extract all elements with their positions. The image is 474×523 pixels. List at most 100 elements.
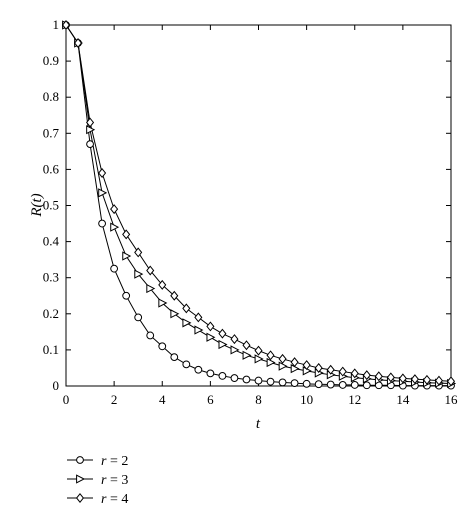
legend-item-r-4: r = 4: [67, 492, 128, 507]
data-point-r-2: [314, 380, 323, 389]
data-point-r-2: [338, 381, 347, 389]
data-point-r-4: [278, 353, 287, 364]
data-point-r-3: [146, 283, 156, 294]
data-point-r-2: [194, 365, 203, 374]
x-tick-label: 10: [300, 392, 313, 407]
data-point-r-4: [98, 168, 107, 179]
data-point-r-4: [434, 375, 444, 386]
data-point-r-4: [362, 370, 371, 381]
y-tick-label: 0.2: [43, 306, 59, 321]
plot-frame: [65, 24, 452, 387]
data-point-r-2: [326, 380, 335, 389]
y-tick-label: 1: [53, 17, 60, 32]
data-point-r-3: [194, 325, 204, 335]
legend: r = 2 r = 3 r = 4: [67, 454, 128, 507]
data-point-r-2: [86, 140, 94, 149]
x-tick-label: 12: [348, 392, 361, 407]
data-point-r-4: [218, 328, 227, 339]
series-line-r-4: [65, 24, 452, 382]
data-point-r-4: [146, 265, 155, 276]
data-point-r-4: [134, 247, 143, 258]
data-point-r-2: [122, 291, 131, 300]
data-point-r-2: [170, 353, 179, 362]
y-tick-label: 0.7: [43, 125, 60, 140]
data-point-r-4: [446, 376, 456, 387]
data-point-r-2: [98, 219, 106, 228]
legend-label: r = 2: [101, 454, 128, 469]
data-point-r-2: [266, 377, 275, 386]
y-axis-label: R(t): [29, 193, 45, 217]
x-axis-label: t: [256, 416, 261, 432]
data-point-r-2: [362, 381, 371, 390]
data-point-r-3: [278, 361, 288, 371]
series-line-r-3: [65, 24, 452, 384]
data-point-r-3: [158, 298, 168, 308]
legend-label: r = 4: [101, 492, 128, 507]
legend-marker: [76, 474, 86, 484]
data-point-r-4: [86, 117, 95, 128]
data-point-r-4: [170, 290, 179, 301]
data-point-r-4: [386, 372, 395, 383]
data-point-r-3: [218, 339, 228, 350]
data-point-r-4: [290, 357, 299, 368]
data-point-r-2: [242, 375, 251, 384]
data-point-r-4: [326, 364, 335, 375]
data-point-r-2: [146, 331, 155, 340]
data-point-r-2: [182, 360, 191, 369]
data-point-r-4: [182, 303, 191, 314]
data-point-r-4: [110, 204, 119, 215]
data-point-r-3: [98, 188, 108, 198]
legend-marker: [75, 493, 85, 503]
data-point-r-3: [230, 345, 240, 355]
data-point-r-3: [86, 125, 96, 135]
data-point-r-4: [206, 321, 215, 332]
x-tick-label: 16: [445, 392, 459, 407]
data-point-r-4: [338, 366, 347, 377]
legend-label: r = 3: [101, 473, 128, 488]
data-point-r-2: [230, 374, 239, 382]
data-point-r-3: [242, 350, 252, 360]
y-tick-label: 0.6: [43, 161, 60, 176]
data-point-r-4: [61, 20, 71, 30]
series-line-r-2: [65, 24, 451, 387]
x-tick-label: 6: [207, 392, 214, 407]
data-point-r-3: [134, 269, 144, 279]
data-point-r-2: [350, 381, 359, 389]
x-tick-label: 0: [63, 392, 70, 407]
data-point-r-4: [194, 312, 203, 323]
data-point-r-3: [170, 309, 180, 319]
data-point-r-2: [278, 378, 287, 387]
legend-item-r-3: r = 3: [67, 473, 128, 488]
data-point-r-3: [254, 354, 264, 364]
plot-area: 0 2 4 6 8 10 12 14 16 0 0.1 0.2 0.3 0.4 0.5 0.6 0.7 0.8 0.…: [43, 17, 458, 407]
data-point-r-4: [242, 340, 251, 351]
data-point-r-2: [110, 264, 119, 273]
data-point-r-3: [122, 251, 132, 261]
x-tick-label: 14: [396, 392, 410, 407]
data-point-r-4: [122, 229, 131, 240]
data-point-r-3: [182, 318, 192, 328]
legend-marker: [76, 456, 84, 464]
data-point-r-2: [134, 313, 143, 322]
data-point-r-3: [266, 357, 276, 368]
y-tick-label: 0.3: [43, 270, 59, 285]
data-point-r-4: [350, 368, 359, 379]
data-point-r-2: [302, 379, 311, 388]
y-tick-label: 0.8: [43, 89, 59, 104]
x-tick-label: 8: [255, 392, 262, 407]
y-tick-label: 0: [53, 378, 60, 393]
x-tick-label: 2: [111, 392, 118, 407]
data-point-r-3: [110, 222, 120, 232]
legend-item-r-2: r = 2: [67, 454, 128, 469]
y-tick-label: 0.4: [43, 234, 60, 249]
data-point-r-2: [158, 342, 167, 351]
data-point-r-4: [266, 350, 275, 361]
data-point-r-4: [314, 362, 323, 373]
y-tick-label: 0.1: [43, 342, 59, 357]
data-point-r-2: [254, 376, 263, 385]
data-point-r-4: [410, 374, 419, 385]
data-point-r-4: [422, 374, 431, 385]
data-point-r-2: [218, 371, 227, 380]
y-tick-label: 0.5: [43, 198, 59, 213]
